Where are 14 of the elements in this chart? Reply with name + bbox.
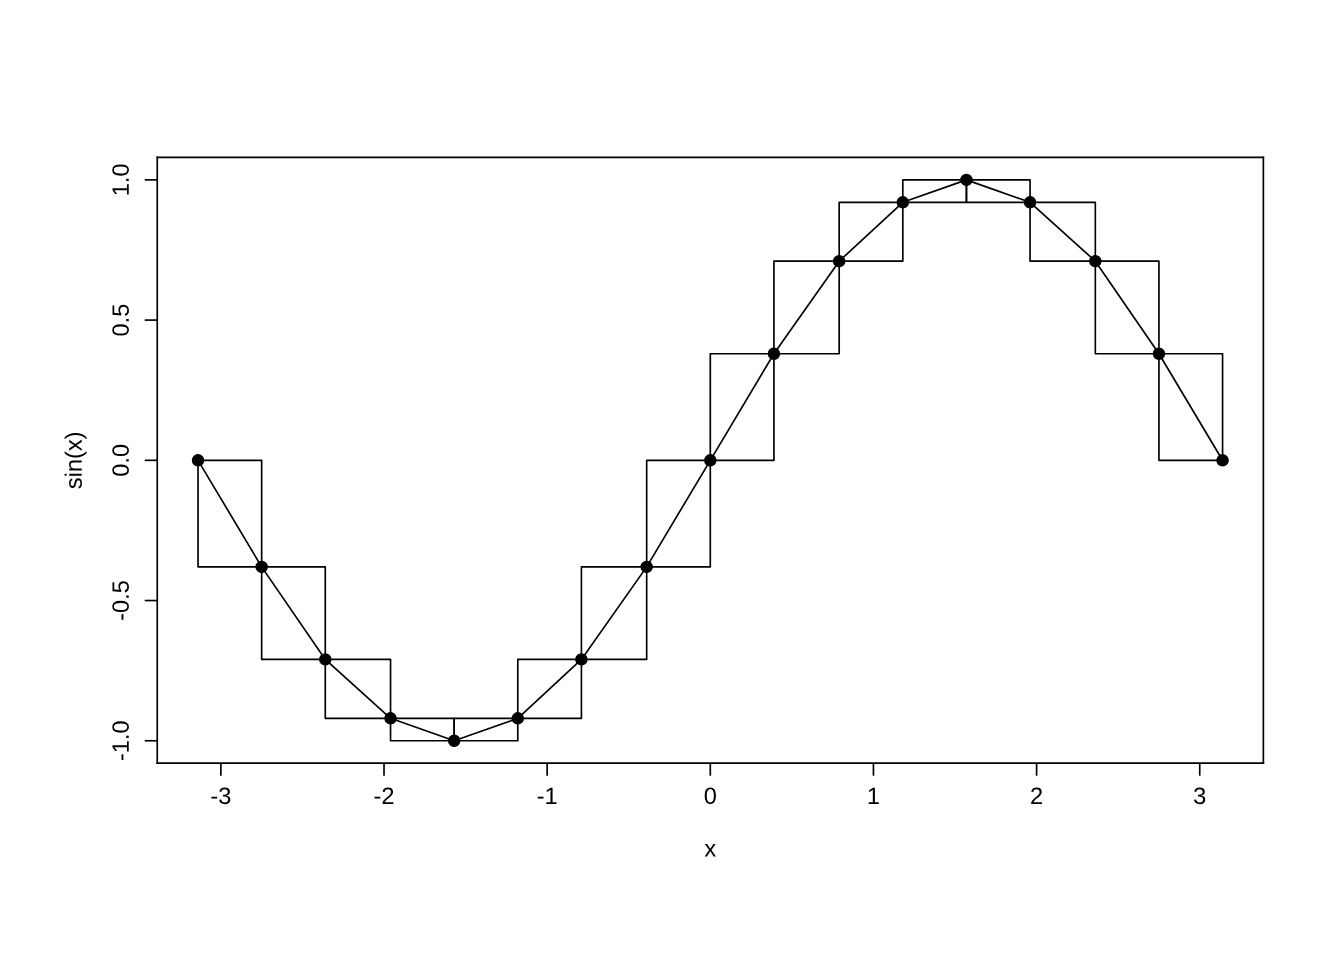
- x-axis-title: x: [704, 844, 716, 857]
- x-tick-label: -1: [537, 787, 557, 804]
- x-tick-label: 2: [1031, 787, 1042, 804]
- y-tick-label: -0.5: [112, 581, 129, 620]
- y-tick-label: 1.0: [112, 164, 129, 195]
- x-tick-label: 0: [704, 787, 716, 805]
- y-tick-label: 0.0: [112, 444, 129, 476]
- y-axis-title: sin(x): [64, 432, 87, 489]
- y-tick-label: 0.5: [112, 304, 129, 336]
- x-tick-label: 1: [868, 787, 879, 804]
- x-tick-label: 3: [1194, 787, 1206, 805]
- x-tick-label: -2: [374, 787, 394, 804]
- x-tick-label: -3: [211, 787, 231, 805]
- y-tick-label: -1.0: [112, 721, 129, 761]
